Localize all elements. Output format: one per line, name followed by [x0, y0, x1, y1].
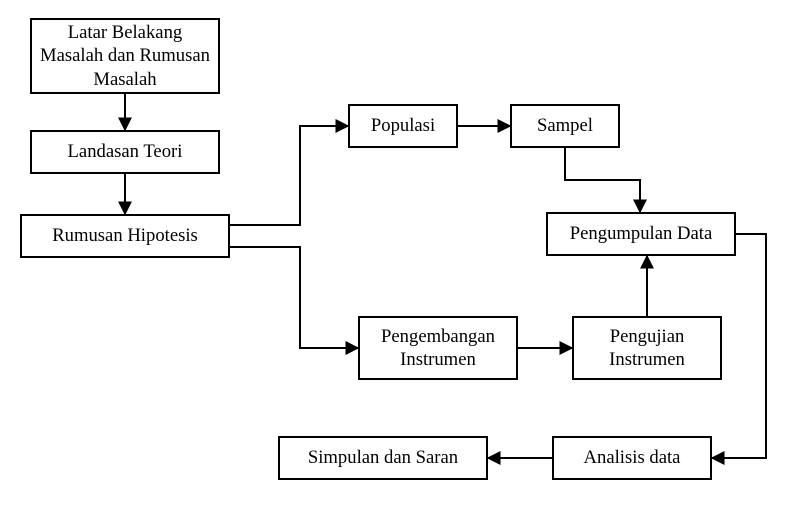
node-label: Pengumpulan Data: [570, 222, 712, 245]
node-label: Analisis data: [584, 446, 681, 469]
node-hipotesis: Rumusan Hipotesis: [20, 214, 230, 258]
node-label: Pengembangan Instrumen: [381, 325, 495, 372]
node-pengumpulan: Pengumpulan Data: [546, 212, 736, 256]
node-landasan: Landasan Teori: [30, 130, 220, 174]
node-sampel: Sampel: [510, 104, 620, 148]
node-populasi: Populasi: [348, 104, 458, 148]
node-pengujian: Pengujian Instrumen: [572, 316, 722, 380]
node-simpulan: Simpulan dan Saran: [278, 436, 488, 480]
node-pengembangan: Pengembangan Instrumen: [358, 316, 518, 380]
node-label: Pengujian Instrumen: [609, 325, 685, 372]
node-label: Latar Belakang Masalah dan Rumusan Masal…: [40, 21, 210, 91]
edge-hipotesis-to-populasi: [230, 126, 348, 225]
node-latar: Latar Belakang Masalah dan Rumusan Masal…: [30, 18, 220, 94]
node-label: Populasi: [371, 114, 435, 137]
node-label: Sampel: [537, 114, 593, 137]
node-label: Rumusan Hipotesis: [52, 224, 198, 247]
node-analisis: Analisis data: [552, 436, 712, 480]
node-label: Simpulan dan Saran: [308, 446, 458, 469]
edge-hipotesis-to-pengembangan: [230, 247, 358, 348]
edge-sampel-to-pengumpulan: [565, 148, 640, 212]
node-label: Landasan Teori: [68, 140, 183, 163]
flowchart-canvas: Latar Belakang Masalah dan Rumusan Masal…: [0, 0, 800, 516]
